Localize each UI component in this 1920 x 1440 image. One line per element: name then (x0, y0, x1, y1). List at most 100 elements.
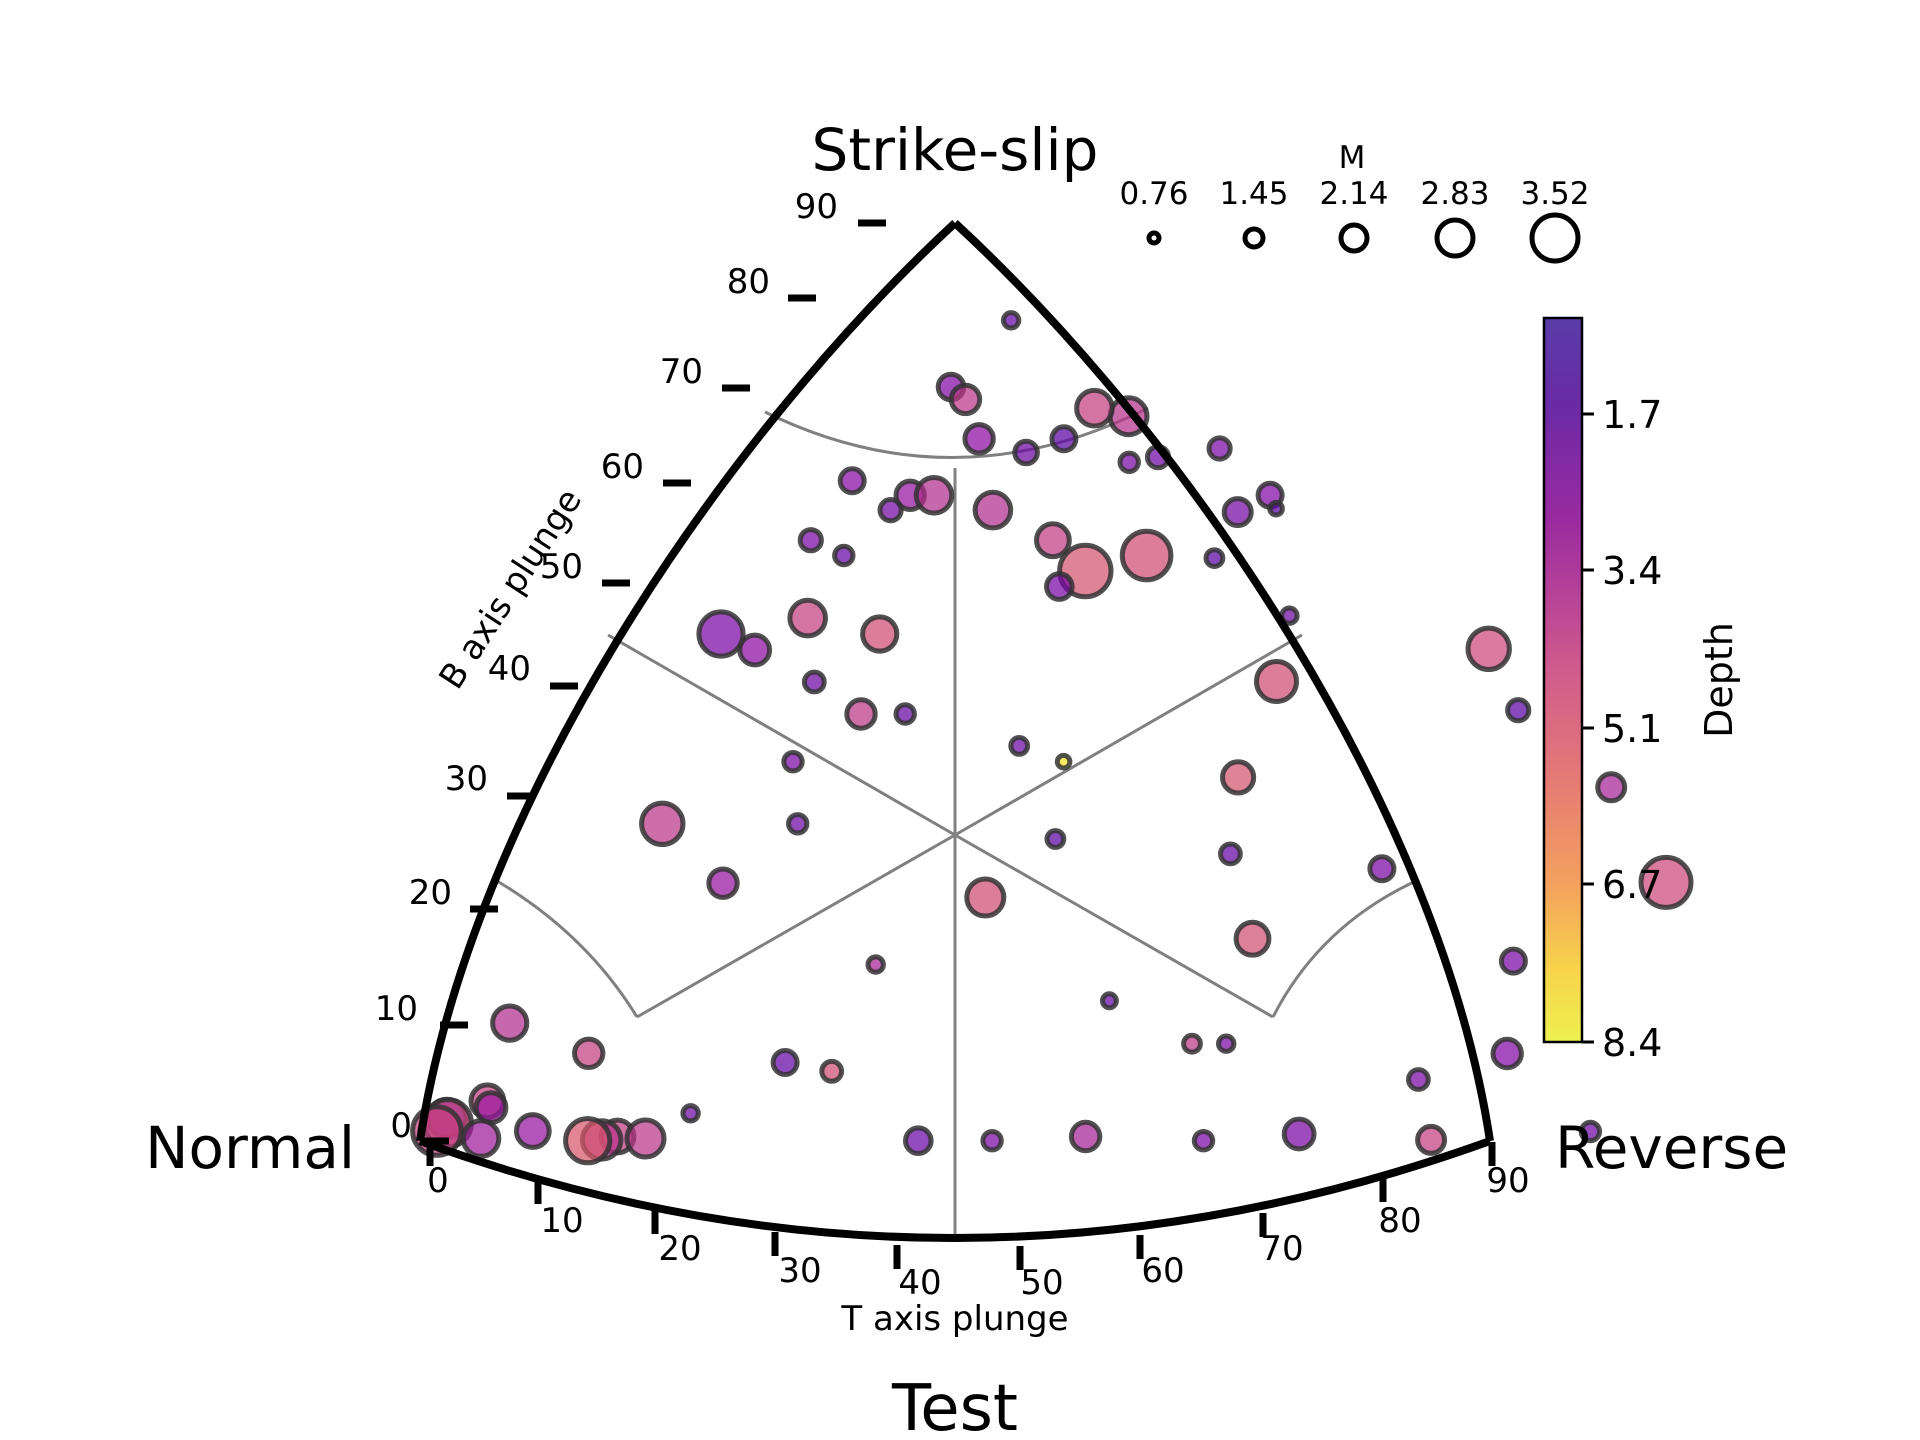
data-point (1000, 310, 1022, 331)
data-point (972, 489, 1014, 531)
data-point (877, 497, 904, 524)
data-point (797, 527, 824, 554)
t-axis-tick-label-30: 30 (778, 1251, 821, 1291)
data-point (786, 812, 810, 836)
data-point (980, 1129, 1004, 1153)
t-axis-tick-label-0: 0 (427, 1161, 449, 1201)
data-point (1221, 496, 1254, 529)
size-legend-circle-2.14 (1338, 222, 1370, 254)
size-legend-circle-3.52 (1529, 212, 1581, 264)
data-point (696, 609, 746, 659)
strike-slip-boundary-arc (764, 406, 1149, 459)
vertex-label-normal: Normal (145, 1114, 355, 1182)
b-axis-tick-label-20: 20 (409, 873, 452, 913)
b-axis-tick-label-10: 10 (375, 989, 418, 1029)
data-point (1505, 697, 1532, 724)
earthquake-points (410, 310, 1694, 1166)
data-point (639, 800, 686, 847)
colorbar-gradient (1542, 316, 1584, 1044)
bottom-edge (418, 1137, 1492, 1242)
t-axis-tick-label-70: 70 (1260, 1229, 1303, 1269)
size-legend-label-2.83: 2.83 (1420, 176, 1489, 212)
size-legend-label-2.14: 2.14 (1319, 176, 1388, 212)
data-point (1465, 625, 1512, 672)
data-point (962, 422, 996, 456)
data-point (832, 543, 856, 568)
b-axis-tick-label-60: 60 (601, 447, 644, 487)
data-point (1367, 854, 1397, 884)
size-legend-circle-2.83 (1434, 217, 1476, 259)
colorbar-tick-label-1.7: 1.7 (1602, 393, 1662, 437)
size-legend-label-1.45: 1.45 (1219, 176, 1288, 212)
data-point (1233, 919, 1272, 958)
data-point (801, 669, 827, 695)
data-point (860, 614, 900, 654)
reverse-boundary-arc (1271, 878, 1419, 1018)
size-legend-label-0.76: 0.76 (1119, 176, 1188, 212)
b-axis-tick-label-0: 0 (390, 1106, 412, 1146)
data-point (1254, 659, 1299, 704)
chart-title: Test (891, 1372, 1018, 1440)
data-point (1216, 1033, 1237, 1054)
data-point (1595, 771, 1628, 804)
data-point (1406, 1067, 1431, 1092)
size-legend-circle-1.45 (1242, 226, 1266, 250)
guide-line-upper-right (954, 633, 1303, 837)
data-point (1638, 854, 1694, 910)
data-point (1044, 828, 1067, 850)
data-point (865, 954, 886, 975)
vertex-label-reverse: Reverse (1555, 1114, 1788, 1182)
b-axis-tick-label-40: 40 (488, 649, 531, 689)
data-point (948, 382, 983, 417)
b-axis-tick-label-30: 30 (445, 759, 488, 799)
colorbar-tick-label-3.4: 3.4 (1602, 549, 1662, 593)
magnitude-size-legend: M 0.76 1.45 2.14 2.83 3.52 (1119, 140, 1590, 264)
left-edge (416, 220, 958, 1142)
data-point (1049, 424, 1079, 454)
data-point (1099, 991, 1119, 1011)
data-point (1490, 1036, 1524, 1071)
data-point (913, 475, 955, 516)
data-point (513, 1112, 552, 1150)
colorbar-tick-label-6.7: 6.7 (1602, 863, 1662, 907)
t-axis-tick-label-20: 20 (658, 1229, 701, 1269)
data-point (1218, 841, 1243, 867)
data-point (1281, 1116, 1317, 1152)
size-legend-circle-0.76 (1146, 230, 1162, 246)
size-legend-label-3.52: 3.52 (1520, 176, 1589, 212)
data-point (787, 597, 829, 639)
data-point (1012, 438, 1040, 467)
data-point (706, 866, 740, 900)
right-edge (952, 220, 1494, 1142)
data-point (903, 1125, 934, 1156)
data-point (1498, 946, 1528, 976)
data-point (1220, 759, 1257, 796)
b-axis-tick-label-90: 90 (795, 187, 838, 227)
data-point (837, 466, 867, 496)
data-point (1074, 387, 1115, 429)
data-point (964, 876, 1007, 919)
t-axis-tick-label-60: 60 (1141, 1251, 1184, 1291)
data-point (1008, 735, 1031, 757)
data-point (1044, 571, 1075, 602)
depth-colorbar: Depth 1.7 3.4 5.1 6.7 8.4 (1542, 316, 1741, 1065)
data-point (770, 1048, 800, 1077)
t-axis-tick-label-80: 80 (1378, 1201, 1421, 1241)
data-point (1578, 1119, 1603, 1144)
data-point (781, 750, 805, 774)
data-point (893, 702, 917, 726)
colorbar-tick-label-8.4: 8.4 (1602, 1021, 1662, 1065)
data-point (819, 1058, 845, 1084)
b-axis-tick-label-50: 50 (540, 547, 583, 587)
data-point (490, 1003, 530, 1043)
guide-line-lower-right (954, 833, 1274, 1019)
t-axis-tick-label-90: 90 (1486, 1161, 1529, 1201)
data-point (1206, 435, 1233, 462)
data-point (460, 1118, 502, 1159)
classification-guide-lines (491, 406, 1419, 1238)
b-axis-tick-label-70: 70 (660, 352, 703, 392)
data-point (1117, 450, 1141, 474)
guide-line-upper-left (607, 633, 956, 837)
t-axis-tick-label-40: 40 (898, 1263, 941, 1303)
